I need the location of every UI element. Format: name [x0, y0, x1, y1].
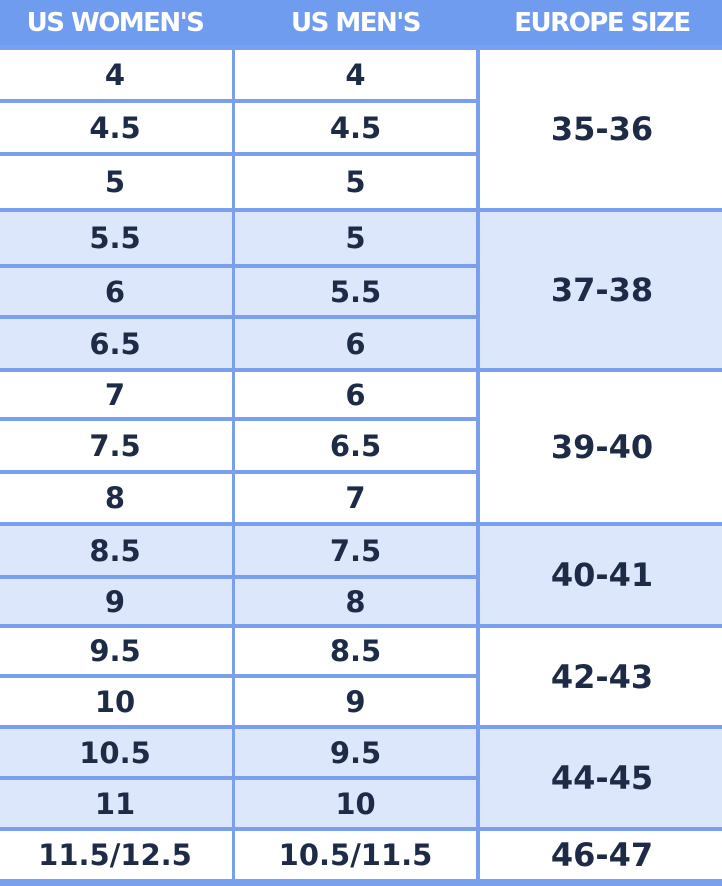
us-mens-cell: 6 [235, 372, 476, 417]
us-womens-cell: 7.5 [0, 421, 232, 470]
us-mens-cell: 5 [235, 156, 476, 208]
us-womens-cell: 7 [0, 372, 232, 417]
us-mens-cell: 6 [235, 319, 476, 368]
us-mens-cell: 10 [235, 780, 476, 827]
us-womens-cell: 9 [0, 579, 232, 624]
header-us-mens: US MEN'S [232, 0, 479, 45]
us-womens-cell: 4.5 [0, 103, 232, 152]
us-womens-cell: 9.5 [0, 628, 232, 674]
us-womens-cell: 6 [0, 268, 232, 315]
europe-size-cell: 39-40 [480, 372, 722, 522]
europe-size-cell: 40-41 [480, 526, 722, 624]
europe-size-cell: 42-43 [480, 628, 722, 725]
header-us-womens: US WOMEN'S [0, 0, 235, 45]
us-mens-cell: 5.5 [235, 268, 476, 315]
us-mens-cell: 6.5 [235, 421, 476, 470]
us-womens-cell: 8 [0, 474, 232, 522]
europe-size-cell: 44-45 [480, 729, 722, 827]
us-womens-cell: 10 [0, 678, 232, 725]
us-womens-cell: 8.5 [0, 526, 232, 575]
us-womens-cell: 11.5/12.5 [0, 831, 232, 879]
europe-size-cell: 35-36 [480, 50, 722, 208]
us-womens-cell: 5 [0, 156, 232, 208]
header-europe-size: EUROPE SIZE [477, 0, 722, 45]
us-mens-cell: 10.5/11.5 [235, 831, 476, 879]
us-mens-cell: 9 [235, 678, 476, 725]
us-mens-cell: 8.5 [235, 628, 476, 674]
us-mens-cell: 7 [235, 474, 476, 522]
us-mens-cell: 8 [235, 579, 476, 624]
us-mens-cell: 4 [235, 50, 476, 99]
europe-size-cell: 46-47 [480, 831, 722, 879]
us-mens-cell: 7.5 [235, 526, 476, 575]
us-womens-cell: 10.5 [0, 729, 232, 776]
us-womens-cell: 6.5 [0, 319, 232, 368]
us-womens-cell: 4 [0, 50, 232, 99]
us-womens-cell: 5.5 [0, 212, 232, 264]
us-mens-cell: 9.5 [235, 729, 476, 776]
us-womens-cell: 11 [0, 780, 232, 827]
us-mens-cell: 4.5 [235, 103, 476, 152]
europe-size-cell: 37-38 [480, 212, 722, 368]
us-mens-cell: 5 [235, 212, 476, 264]
